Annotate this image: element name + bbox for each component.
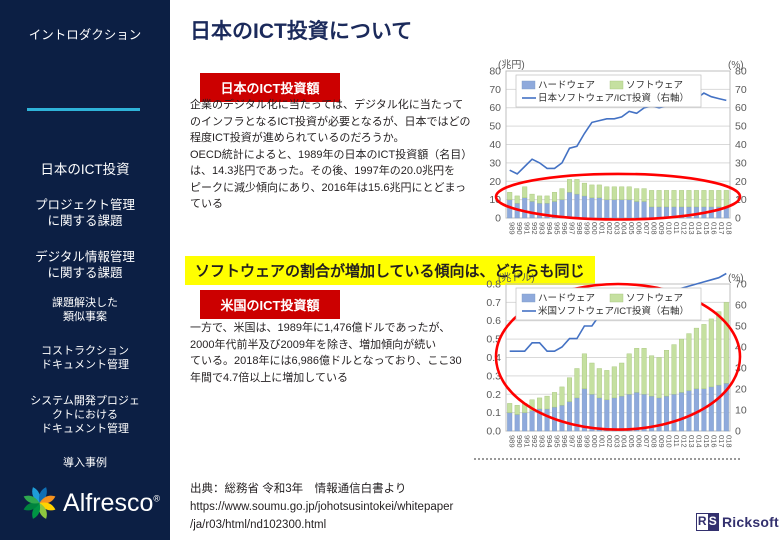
svg-text:0.6: 0.6 [486, 315, 501, 327]
svg-text:60: 60 [735, 102, 747, 114]
svg-text:018: 018 [724, 435, 733, 448]
svg-text:018: 018 [724, 222, 733, 235]
svg-text:0: 0 [495, 213, 501, 225]
svg-text:60: 60 [735, 300, 747, 312]
svg-text:(兆ドル): (兆ドル) [498, 272, 535, 284]
svg-text:(%): (%) [728, 273, 744, 284]
svg-text:米国ソフトウェア/ICT投資（右軸）: 米国ソフトウェア/ICT投資（右軸） [538, 305, 689, 317]
svg-text:50: 50 [735, 121, 747, 133]
svg-text:0.2: 0.2 [486, 389, 501, 401]
svg-text:70: 70 [735, 84, 747, 96]
svg-text:20: 20 [735, 384, 747, 396]
svg-text:ハードウェア: ハードウェア [538, 80, 595, 91]
svg-text:50: 50 [735, 321, 747, 333]
svg-text:0.0: 0.0 [486, 426, 501, 438]
svg-text:0.1: 0.1 [486, 407, 501, 419]
svg-text:30: 30 [489, 157, 501, 169]
svg-text:60: 60 [489, 102, 501, 114]
svg-text:10: 10 [735, 405, 747, 417]
svg-text:0: 0 [735, 213, 741, 225]
svg-text:20: 20 [489, 176, 501, 188]
svg-text:0.7: 0.7 [486, 297, 501, 309]
svg-text:40: 40 [735, 139, 747, 151]
svg-text:40: 40 [489, 139, 501, 151]
svg-text:(%): (%) [728, 60, 744, 71]
svg-text:70: 70 [489, 84, 501, 96]
svg-text:30: 30 [735, 157, 747, 169]
svg-text:日本ソフトウェア/ICT投資（右軸）: 日本ソフトウェア/ICT投資（右軸） [538, 92, 689, 104]
svg-text:0: 0 [735, 426, 741, 438]
svg-text:(兆円): (兆円) [498, 59, 525, 71]
svg-text:50: 50 [489, 121, 501, 133]
svg-text:ソフトウェア: ソフトウェア [626, 80, 683, 91]
svg-text:0.4: 0.4 [486, 352, 501, 364]
svg-text:ソフトウェア: ソフトウェア [626, 293, 683, 304]
svg-text:20: 20 [735, 176, 747, 188]
svg-text:ハードウェア: ハードウェア [538, 293, 595, 304]
